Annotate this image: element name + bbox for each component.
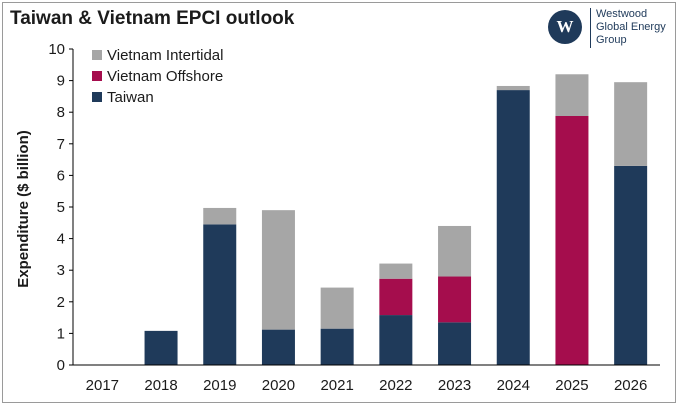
x-tick-label-2026: 2026 xyxy=(614,377,647,394)
y-tick-label-1: 1 xyxy=(57,325,65,342)
bar-taiwan-2023 xyxy=(438,322,472,365)
y-tick-label-2: 2 xyxy=(57,294,65,311)
logo-mark-icon: W xyxy=(548,10,582,44)
bar-vietnam-offshore-2025 xyxy=(555,115,589,366)
bar-vietnam-intertidal-2025 xyxy=(555,74,589,116)
legend-swatch-vietnam-intertidal xyxy=(92,50,102,60)
bar-vietnam-offshore-2023 xyxy=(438,276,472,323)
bar-vietnam-intertidal-2023 xyxy=(438,225,472,277)
bar-vietnam-intertidal-2021 xyxy=(320,287,354,329)
legend-swatch-taiwan xyxy=(92,92,102,102)
legend-label-taiwan: Taiwan xyxy=(107,89,154,106)
x-tick-label-2018: 2018 xyxy=(144,377,177,394)
y-tick-label-6: 6 xyxy=(57,167,65,184)
chart-title: Taiwan & Vietnam EPCI outlook xyxy=(10,8,295,29)
x-tick-label-2017: 2017 xyxy=(86,377,119,394)
x-tick-label-2020: 2020 xyxy=(262,377,295,394)
bar-taiwan-2024 xyxy=(496,90,530,365)
y-tick-label-4: 4 xyxy=(57,231,65,248)
y-axis-label: Expenditure ($ billion) xyxy=(15,130,32,288)
bar-taiwan-2020 xyxy=(261,329,295,365)
y-tick-label-8: 8 xyxy=(57,104,65,121)
bar-vietnam-intertidal-2020 xyxy=(261,210,295,330)
bar-vietnam-intertidal-2026 xyxy=(614,82,648,166)
x-tick-label-2024: 2024 xyxy=(497,377,530,394)
logo-line-1: Westwood xyxy=(596,8,648,20)
y-tick-label-0: 0 xyxy=(57,357,65,374)
westwood-logo: W Westwood Global Energy Group xyxy=(548,6,672,52)
x-tick-label-2021: 2021 xyxy=(320,377,353,394)
legend-swatch-vietnam-offshore xyxy=(92,71,102,81)
bar-taiwan-2019 xyxy=(203,224,237,365)
x-tick-label-2025: 2025 xyxy=(555,377,588,394)
bar-vietnam-intertidal-2022 xyxy=(379,263,413,279)
legend-label-vietnam-offshore: Vietnam Offshore xyxy=(107,68,223,85)
logo-line-2: Global Energy xyxy=(596,21,666,33)
y-tick-label-7: 7 xyxy=(57,136,65,153)
legend-label-vietnam-intertidal: Vietnam Intertidal xyxy=(107,47,223,64)
x-tick-label-2022: 2022 xyxy=(379,377,412,394)
bar-vietnam-intertidal-2019 xyxy=(203,207,237,225)
logo-wordmark: Westwood Global Energy Group xyxy=(596,8,676,47)
bar-vietnam-offshore-2022 xyxy=(379,278,413,316)
bar-taiwan-2021 xyxy=(320,328,354,365)
y-tick-label-3: 3 xyxy=(57,262,65,279)
bar-taiwan-2026 xyxy=(614,165,648,365)
y-tick-label-10: 10 xyxy=(48,41,65,58)
x-tick-label-2019: 2019 xyxy=(203,377,236,394)
y-tick-label-5: 5 xyxy=(57,199,65,216)
x-tick-label-2023: 2023 xyxy=(438,377,471,394)
logo-divider xyxy=(590,8,591,48)
y-tick-label-9: 9 xyxy=(57,73,65,90)
bar-taiwan-2018 xyxy=(144,330,178,365)
bar-taiwan-2022 xyxy=(379,315,413,365)
logo-line-3: Group xyxy=(596,34,627,46)
bar-vietnam-intertidal-2024 xyxy=(496,85,530,91)
